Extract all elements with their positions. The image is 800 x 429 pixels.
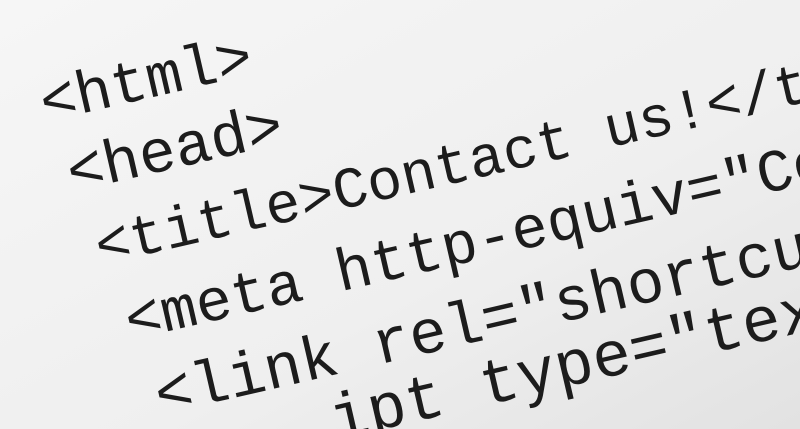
code-photo: <html><head><title>Contact us!</t<meta h… bbox=[0, 0, 800, 429]
paper bbox=[0, 0, 800, 429]
